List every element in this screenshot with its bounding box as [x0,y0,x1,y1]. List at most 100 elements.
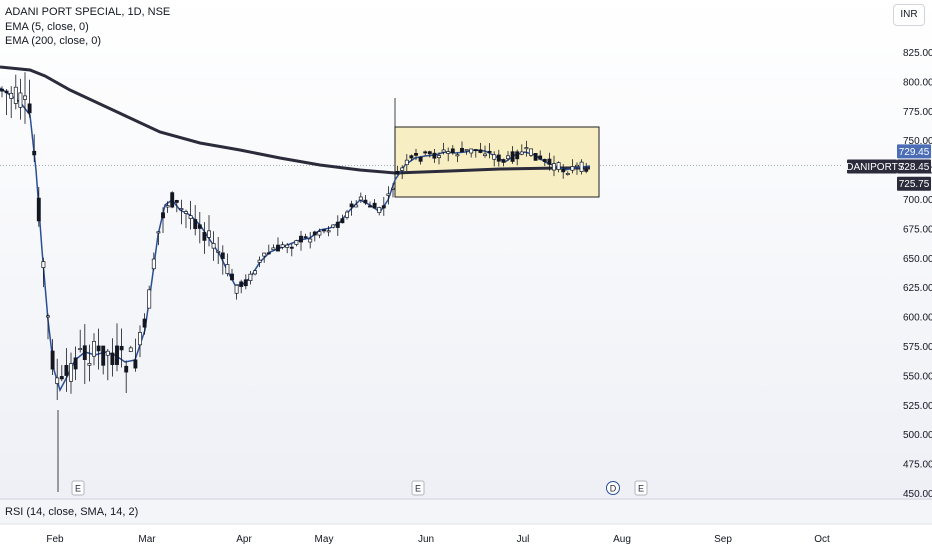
candle-body [230,273,234,281]
candle-body [96,345,101,352]
consolidation-box [394,126,600,198]
candle-body [18,92,23,108]
time-tick-label: Apr [236,534,252,545]
candle-body [285,244,290,248]
time-tick-label: Mar [138,534,156,545]
candle-body [138,332,142,346]
earnings-marker[interactable]: E [411,480,425,496]
candle-body [354,204,359,208]
candle-body [4,90,9,94]
ticker-badge: ADANIPORTS [840,159,905,174]
candle-body [386,193,391,196]
ema200-price-badge-bg [897,176,931,191]
candle-body [501,159,506,163]
ema200-price-badge: 725.75 [897,176,931,191]
candle-body [55,377,60,384]
chart-legend: ADANI PORT SPECIAL, 1D, NSE EMA (5, clos… [5,5,170,49]
currency-button[interactable]: INR [893,4,925,26]
candle-body [69,363,73,382]
time-tick-label: Aug [613,534,631,545]
symbol-title[interactable]: ADANI PORT SPECIAL, 1D, NSE [5,6,171,18]
ticker-badge-text: ADANIPORTS [840,162,905,173]
candle-body [193,219,198,229]
candle-body [478,149,483,153]
candle-body [179,208,184,211]
price-tick-label: 550.00 [903,371,932,382]
price-tick-label: 625.00 [903,283,932,294]
candle-body [450,148,455,154]
rsi-pane-background [0,500,932,524]
candle-body [552,163,556,171]
candle-body [202,232,207,241]
candle-body [570,166,575,171]
price-tick-label: 650.00 [903,254,932,265]
candle-body [308,238,313,243]
candle-body [161,212,165,219]
candle-body [59,376,64,380]
earnings-marker-text: E [415,484,421,494]
candle-body [276,244,280,252]
candle-body [165,205,170,208]
candle-body [575,164,579,167]
candle-body [312,231,317,236]
candle-body [156,231,161,234]
candle-body [483,153,487,157]
candle-body [280,244,285,248]
time-tick-label: Oct [814,534,830,545]
last-price-badge-bg [897,159,931,174]
candle-body [92,341,96,357]
candle-body [423,151,428,154]
candle-body [266,252,271,255]
earnings-marker-shape [411,480,425,496]
earnings-marker-text: E [75,484,81,494]
candle-body [446,151,451,154]
price-tick-label: 525.00 [903,401,932,412]
candle-body [46,315,50,318]
candle-body [243,279,248,287]
candle-body [400,167,405,171]
dividend-marker[interactable]: D [606,481,620,495]
candle-body [506,155,510,160]
candle-body [432,152,437,159]
ema200-legend[interactable]: EMA (200, close, 0) [5,35,101,47]
candle-body [326,230,331,233]
candle-body [87,363,92,366]
rsi-legend[interactable]: RSI (14, close, SMA, 14, 2) [5,506,139,518]
candle-body [41,261,46,269]
candle-body [533,153,538,161]
candle-body [271,247,276,251]
candle-body [128,347,133,352]
price-tick-label: 800.00 [903,77,932,88]
candles [0,72,589,492]
candle-body [0,88,4,92]
time-tick-label: Sep [714,534,732,545]
candle-body [427,151,432,155]
earnings-marker[interactable]: E [634,480,648,496]
candle-body [340,218,345,224]
dividend-marker-text: D [610,484,617,494]
earnings-marker-shape [71,480,85,496]
candle-body [322,229,326,232]
price-tick-label: 450.00 [903,489,932,500]
candle-body [184,211,188,214]
candle-body [345,211,349,218]
candle-body [515,151,520,160]
candle-body [368,205,372,208]
time-axis-background [0,524,932,550]
candle-body [170,192,175,208]
candle-body [473,149,478,152]
candle-body [414,153,418,156]
candle-body [455,154,460,157]
earnings-marker[interactable]: E [71,480,85,496]
candle-body [73,357,78,370]
earnings-marker-shape [634,480,648,496]
price-tick-label: 825.00 [903,48,932,59]
candle-body [519,151,524,155]
price-tick-label: 500.00 [903,430,932,441]
ema5-legend[interactable]: EMA (5, close, 0) [5,20,89,33]
price-tick-label: 700.00 [903,195,932,206]
candle-body [142,318,147,328]
candle-body [82,345,87,360]
